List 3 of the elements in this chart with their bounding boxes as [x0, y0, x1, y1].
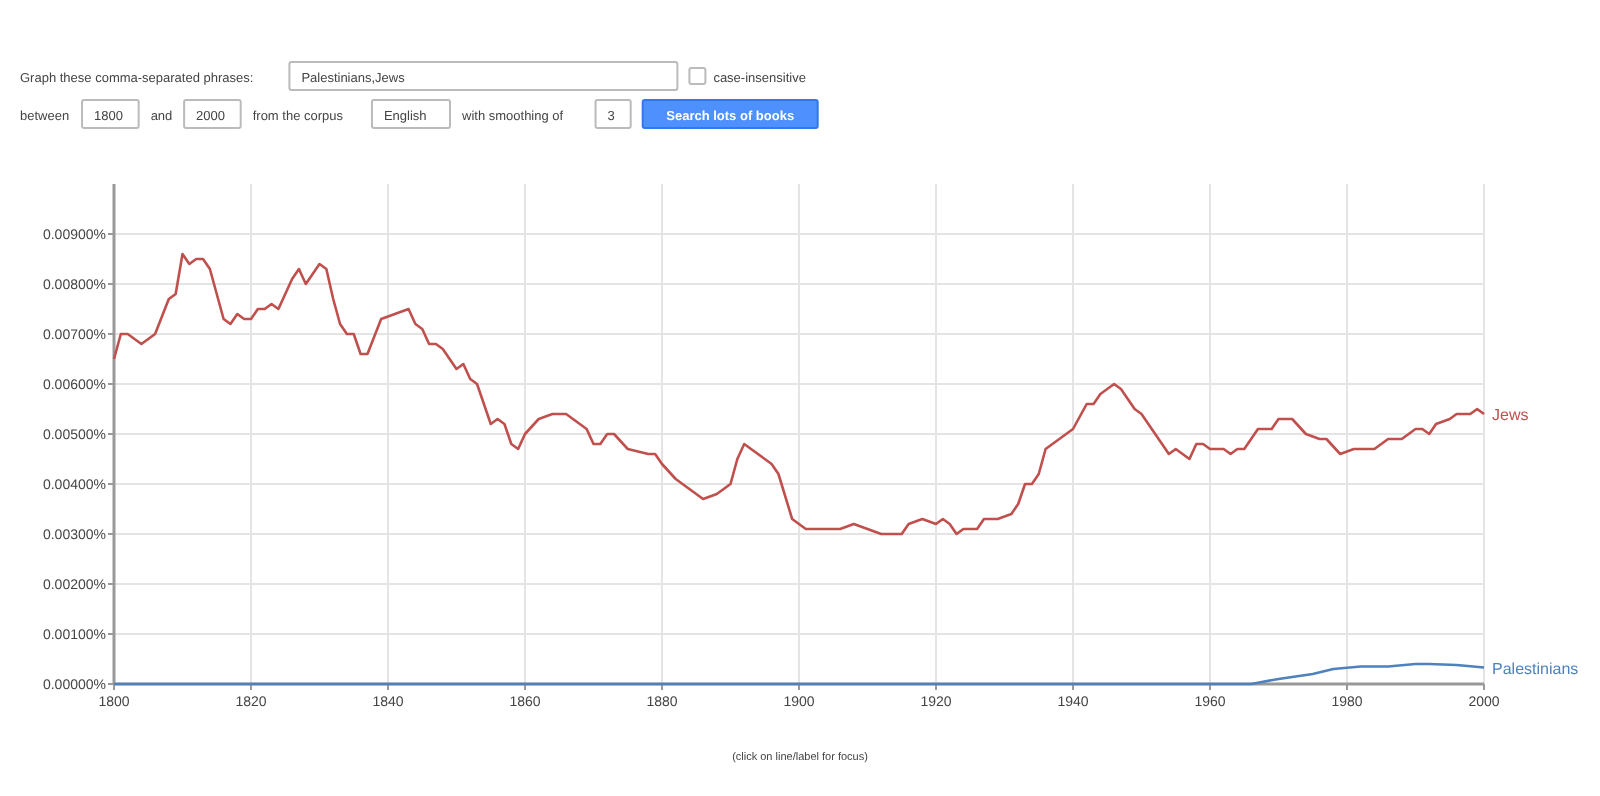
- series-label: Palestinians: [1492, 659, 1579, 678]
- line-series: [112, 252, 1486, 536]
- series-label: Jews: [1492, 406, 1529, 424]
